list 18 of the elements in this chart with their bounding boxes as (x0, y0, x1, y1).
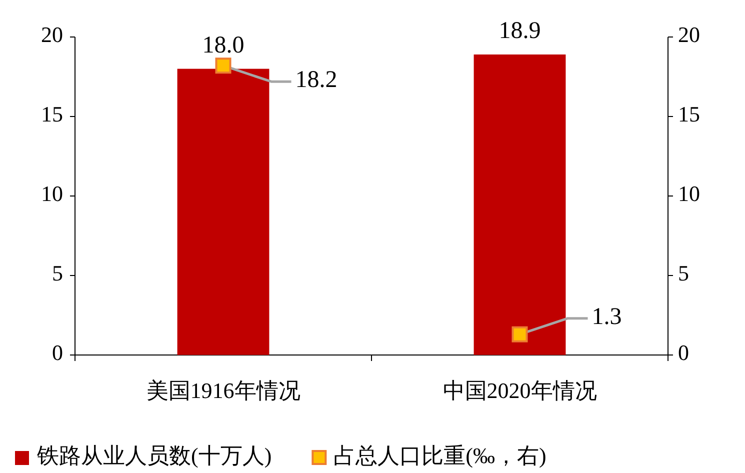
data-label: 18.9 (498, 18, 541, 44)
data-label: 18.2 (295, 67, 338, 94)
data-label: 1.3 (592, 304, 622, 330)
ytick: 15 (41, 102, 63, 127)
y2tick: 20 (678, 22, 700, 48)
xtick: 美国1916年情况 (146, 378, 300, 404)
data-label: 18.0 (202, 32, 244, 58)
ytick: 10 (41, 181, 63, 206)
ytick: 5 (52, 260, 63, 286)
y2tick: 15 (678, 102, 700, 127)
y2tick: 5 (678, 260, 689, 286)
ytick: 20 (41, 22, 63, 48)
y2tick: 10 (678, 181, 700, 206)
ytick: 0 (52, 340, 63, 366)
y2tick: 0 (678, 340, 689, 366)
legend-label: 铁路从业人员数(十万人) (37, 443, 272, 468)
xtick: 中国2020年情况 (442, 378, 597, 404)
legend-label: 占总人口比重(‰，右) (334, 443, 546, 468)
